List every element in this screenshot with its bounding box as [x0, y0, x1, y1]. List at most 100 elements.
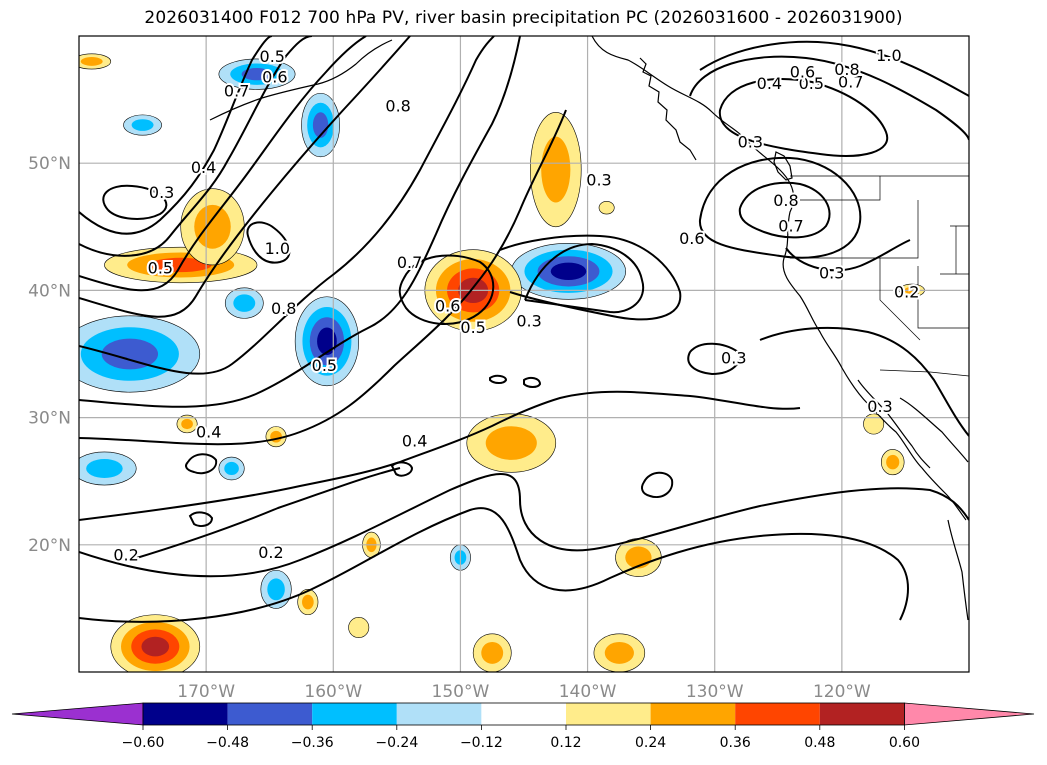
contour-label: 0.4 — [757, 74, 782, 93]
pv-contour — [689, 55, 969, 141]
contour-label: 0.3 — [516, 312, 541, 331]
pv-contour — [785, 239, 911, 272]
pv-contour — [79, 36, 367, 292]
border-ca-or — [790, 200, 919, 259]
colorbar-tick-label: 0.48 — [804, 735, 835, 751]
shade-band — [194, 204, 231, 249]
pv-contour — [79, 36, 313, 257]
shaded-regions — [79, 53, 925, 672]
coastline-gulf-california — [899, 397, 969, 463]
colorbar-extend-high — [904, 702, 1035, 726]
contour-label: 0.4 — [191, 158, 216, 177]
contour-label: 0.6 — [435, 296, 460, 315]
contour-label: 0.3 — [867, 397, 892, 416]
shaded-region — [301, 92, 340, 158]
colorbar: −0.60 −0.48 −0.36 −0.24 −0.12 0.12 0.24 0.36 0.4… — [11, 702, 1035, 751]
shade-band — [224, 461, 239, 476]
longitude-labels: 170°W 160°W 150°W 140°W 130°W 120°W — [177, 682, 871, 702]
pv-contour — [79, 390, 801, 521]
shaded-region — [593, 633, 646, 672]
chart-title: 2026031400 F012 700 hPa PV, river basin … — [144, 8, 903, 28]
pv-contour — [79, 473, 969, 578]
shaded-region — [110, 614, 201, 672]
lat-tick-label: 40°N — [28, 281, 71, 301]
shade-band — [481, 641, 504, 664]
shade-band — [541, 136, 571, 203]
contour-label: 1.0 — [876, 46, 901, 65]
contour-label: 0.4 — [196, 422, 221, 441]
shade-band — [101, 338, 159, 370]
shaded-region — [297, 589, 319, 616]
shaded-region — [79, 451, 137, 486]
contour-label: 0.3 — [721, 349, 746, 368]
shaded-region — [180, 188, 245, 266]
pv-contour — [698, 156, 862, 259]
political-borders — [790, 175, 969, 377]
pv-contour — [759, 326, 969, 437]
border-nv — [917, 266, 969, 329]
map-panel: 0.50.60.70.80.30.40.51.00.70.8 0.60.50.5 0… — [78, 35, 970, 673]
contour-label: 0.8 — [834, 60, 859, 79]
shade-band — [550, 262, 587, 281]
pv-contour — [79, 36, 273, 235]
shaded-region — [466, 413, 557, 473]
colorbar-tick-label: 0.12 — [550, 735, 581, 751]
lat-tick-label: 30°N — [28, 409, 71, 429]
contour-label: 0.2 — [258, 543, 283, 562]
pv-contour — [79, 36, 411, 318]
pv-contour — [79, 109, 567, 446]
pv-contour — [523, 376, 542, 388]
pv-contour — [246, 221, 291, 264]
contour-label: 0.7 — [397, 253, 422, 272]
contour-label: 0.3 — [738, 132, 763, 151]
shade-band — [86, 458, 123, 478]
contour-label: 0.4 — [402, 431, 427, 450]
pv-contour — [79, 36, 495, 375]
colorbar-tick-label: 0.24 — [635, 735, 666, 751]
shade-band — [485, 426, 537, 460]
shade-band — [604, 641, 634, 664]
shaded-region — [260, 569, 292, 609]
pv-contour — [699, 40, 969, 97]
shaded-region — [472, 633, 512, 672]
colorbar-tick-label: −0.60 — [122, 735, 165, 751]
contour-label: 0.5 — [460, 318, 485, 337]
shaded-region — [123, 114, 162, 136]
shade-band — [302, 594, 314, 610]
shaded-region — [218, 456, 245, 481]
shade-band — [886, 454, 900, 470]
colorbar-tick-label: 0.60 — [889, 735, 920, 751]
colorbar-segment — [396, 703, 482, 725]
colorbar-segment — [227, 703, 313, 725]
coastline-mexico-south — [947, 519, 969, 621]
coastline-north-america — [591, 36, 967, 521]
contour-label: 0.8 — [385, 97, 410, 116]
contour-label: 0.3 — [149, 183, 174, 202]
shade-band — [863, 413, 885, 435]
southeast-alaska-islands — [639, 57, 697, 161]
colorbar-tick-label: −0.48 — [206, 735, 249, 751]
border-ut — [950, 225, 969, 274]
shaded-region — [79, 315, 201, 393]
pv-contour — [129, 467, 401, 561]
colorbar-segment — [650, 703, 736, 725]
shade-band — [241, 68, 273, 81]
pv-contour — [390, 461, 414, 477]
pv-contour — [641, 471, 674, 498]
contour-label: 0.2 — [894, 282, 919, 301]
contour-label: 0.5 — [260, 47, 285, 66]
contour-label: 0.7 — [224, 81, 249, 100]
pv-contour — [718, 78, 889, 157]
contour-label: 0.5 — [799, 74, 824, 93]
latitude-labels: 20°N 30°N 40°N 50°N — [28, 154, 71, 556]
pv-contour — [102, 184, 168, 220]
pv-contour — [738, 181, 831, 239]
colorbar-extend-low — [11, 702, 144, 726]
colorbar-segment — [735, 703, 820, 725]
contour-label: 0.3 — [586, 171, 611, 190]
pv-contour — [687, 342, 741, 376]
shaded-region — [530, 112, 582, 228]
colorbar-segment — [819, 703, 905, 725]
pv-contour — [79, 36, 521, 408]
map-frame — [78, 35, 970, 673]
